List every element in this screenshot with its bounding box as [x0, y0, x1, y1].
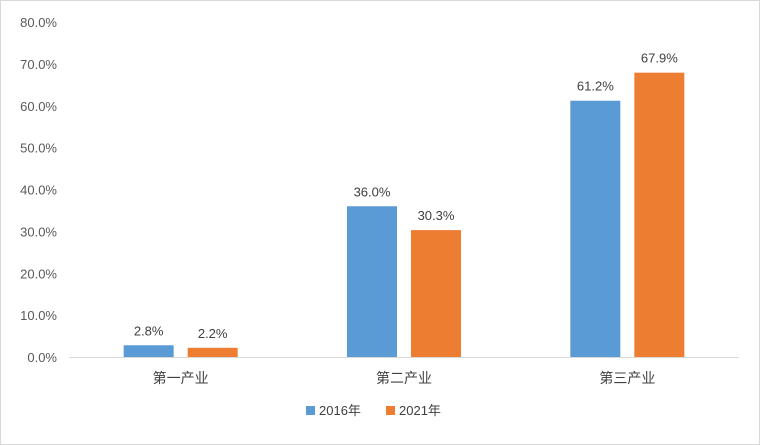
legend-label: 2016年	[319, 403, 361, 418]
y-tick-label: 80.0%	[20, 15, 57, 30]
bar-2021-1	[411, 230, 461, 357]
legend-swatch	[386, 406, 395, 415]
legend-label: 2021年	[399, 403, 441, 418]
data-label: 30.3%	[418, 208, 455, 223]
data-labels: 2.8% 2.2% 36.0% 30.3% 61.2% 67.9%	[134, 51, 678, 341]
y-tick-label: 40.0%	[20, 183, 57, 198]
data-label: 2.8%	[134, 323, 164, 338]
y-tick-label: 20.0%	[20, 266, 57, 281]
bar-2016-0	[123, 345, 174, 357]
data-label: 36.0%	[354, 184, 391, 199]
bar-2016-2	[570, 100, 621, 357]
y-tick-label: 0.0%	[27, 350, 57, 365]
bar-2016-1	[347, 206, 397, 357]
bar-2021-2	[634, 72, 685, 357]
y-tick-label: 60.0%	[20, 99, 57, 114]
bars	[123, 72, 685, 357]
x-axis: 第一产业 第二产业 第三产业	[69, 357, 739, 387]
data-label: 61.2%	[577, 79, 614, 94]
y-axis: 0.0% 10.0% 20.0% 30.0% 40.0% 50.0% 60.0% 70.0% 8…	[20, 15, 57, 365]
x-tick-label: 第三产业	[599, 370, 655, 387]
legend: 2016年 2021年	[306, 403, 441, 418]
x-tick-label: 第一产业	[153, 370, 209, 387]
data-label: 2.2%	[198, 326, 228, 341]
bar-2021-0	[187, 347, 238, 357]
data-label: 67.9%	[641, 51, 678, 66]
y-tick-label: 50.0%	[20, 141, 57, 156]
y-tick-label: 10.0%	[20, 308, 57, 323]
x-tick-label: 第二产业	[376, 370, 432, 387]
legend-swatch	[306, 406, 315, 415]
y-tick-label: 70.0%	[20, 57, 57, 72]
y-tick-label: 30.0%	[20, 224, 57, 239]
